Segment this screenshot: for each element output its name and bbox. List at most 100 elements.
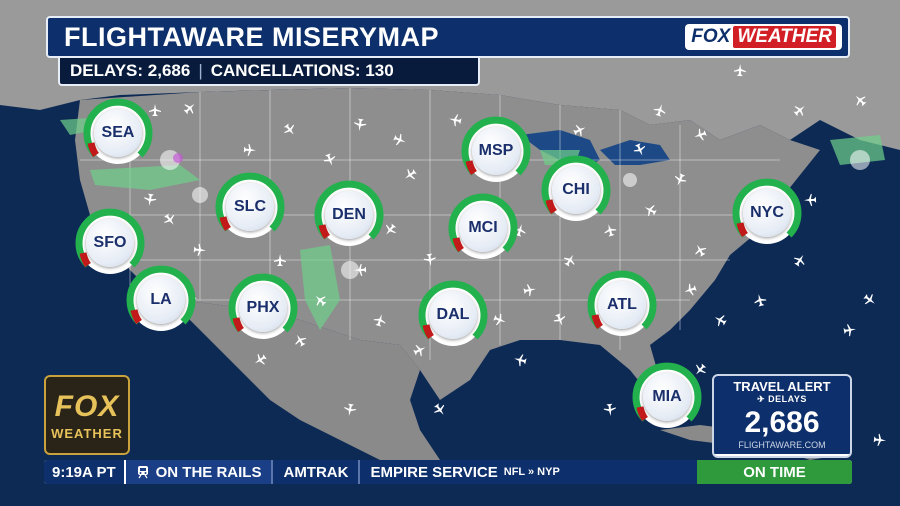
airplane-icon <box>633 143 646 156</box>
airport-code: ATL <box>598 281 646 329</box>
airport-code: DEN <box>325 191 373 239</box>
airplane-icon <box>354 118 367 131</box>
airplane-icon <box>696 363 707 375</box>
airplane-icon <box>553 313 566 326</box>
airplane-icon <box>315 295 327 307</box>
airplane-icon <box>644 205 657 217</box>
airplane-icon <box>603 403 616 416</box>
ticker-operator: AMTRAK <box>271 460 359 484</box>
airport-code: PHX <box>239 284 287 332</box>
travel-alert-source: FLIGHTAWARE.COM <box>714 439 850 454</box>
airplane-icon <box>144 193 157 206</box>
airplane-icon <box>413 345 426 357</box>
ticker-section-label: ON THE RAILS <box>155 463 262 481</box>
side-logo-fox: FOX <box>54 389 120 423</box>
airplane-icon <box>694 128 707 141</box>
airplane-icon <box>563 254 575 267</box>
travel-alert-box: TRAVEL ALERT ✈ DELAYS 2,686 FLIGHTAWARE.… <box>712 374 852 458</box>
airplane-icon <box>493 313 506 326</box>
airplane-icon <box>523 284 536 297</box>
airport-gauge-phx: PHX <box>228 273 298 343</box>
airport-gauge-mia: MIA <box>632 362 702 432</box>
fox-weather-side-logo: FOX WEATHER <box>44 375 130 455</box>
airport-gauge-sea: SEA <box>83 98 153 168</box>
airplane-icon <box>449 114 462 127</box>
stats-bar: DELAYS: 2,686 | CANCELLATIONS: 130 <box>58 58 480 86</box>
airport-code: SFO <box>86 219 134 267</box>
logo-weather-text: WEATHER <box>733 26 836 48</box>
news-ticker: 9:19A PT ON THE RAILS AMTRAK EMPIRE SERV… <box>44 460 852 484</box>
travel-alert-title: TRAVEL ALERT <box>714 376 850 394</box>
airplane-icon <box>344 403 357 416</box>
airplane-icon <box>323 153 336 166</box>
airplane-icon <box>674 173 687 186</box>
airplane-icon <box>514 354 527 367</box>
airplane-icon <box>273 254 286 267</box>
airport-gauge-nyc: NYC <box>732 178 802 248</box>
airplane-icon <box>423 253 436 266</box>
airplane-icon <box>754 294 767 307</box>
ticker-route-detail: NFL » NYP <box>503 466 560 478</box>
airport-gauge-mci: MCI <box>448 193 518 263</box>
airport-code: SEA <box>94 109 142 157</box>
airport-gauge-la: LA <box>126 265 196 335</box>
airplane-icon <box>714 315 727 327</box>
airplane-icon <box>193 243 206 256</box>
airplane-icon <box>149 104 161 116</box>
airplane-icon <box>405 168 417 180</box>
ticker-route: EMPIRE SERVICE NFL » NYP <box>358 460 697 484</box>
airplane-icon <box>873 433 886 446</box>
airplane-icon <box>863 293 875 305</box>
ticker-time: 9:19A PT <box>44 460 124 484</box>
travel-alert-count: 2,686 <box>714 407 850 439</box>
airport-gauge-sfo: SFO <box>75 208 145 278</box>
map-title: FLIGHTAWARE MISERYMAP <box>64 21 439 52</box>
airplane-icon <box>386 223 397 235</box>
airplane-icon <box>513 224 526 237</box>
cancellations-count: CANCELLATIONS: 130 <box>210 61 394 80</box>
airplane-icon <box>433 403 445 415</box>
airport-gauge-slc: SLC <box>215 172 285 242</box>
ticker-status: ON TIME <box>697 460 852 484</box>
airplane-icon <box>163 213 175 225</box>
airport-gauge-den: DEN <box>314 180 384 250</box>
airplane-icon <box>183 103 195 115</box>
airport-code: DAL <box>429 291 477 339</box>
delays-count: DELAYS: 2,686 <box>70 61 191 80</box>
airplane-icon <box>653 104 666 117</box>
airport-gauge-chi: CHI <box>541 155 611 225</box>
fox-weather-logo: FOX WEATHER <box>685 24 842 50</box>
airplane-icon <box>855 95 867 107</box>
ticker-section: ON THE RAILS <box>123 460 272 484</box>
airport-code: NYC <box>743 189 791 237</box>
travel-alert-subtitle: ✈ DELAYS <box>714 394 850 407</box>
airplane-icon <box>604 224 617 237</box>
airplane-icon <box>354 263 367 276</box>
side-logo-weather: WEATHER <box>51 425 123 441</box>
airplane-icon <box>695 244 707 257</box>
airplane-icon <box>684 283 697 296</box>
airplane-icon <box>733 64 746 77</box>
airplane-icon <box>373 314 386 327</box>
airplane-icon <box>393 133 406 146</box>
stats-separator: | <box>198 61 203 80</box>
airplane-icon <box>254 353 267 365</box>
airport-code: LA <box>137 276 185 324</box>
airplane-icon <box>843 324 856 337</box>
airport-gauge-msp: MSP <box>461 116 531 186</box>
ticker-route-name: EMPIRE SERVICE <box>370 463 498 481</box>
airplane-icon <box>793 106 805 117</box>
airport-code: MCI <box>459 204 507 252</box>
airport-gauge-dal: DAL <box>418 280 488 350</box>
airport-gauge-atl: ATL <box>587 270 657 340</box>
airplane-icon <box>793 254 805 267</box>
airplane-icon <box>804 193 817 206</box>
airplane-icon <box>573 124 586 137</box>
airport-code: MSP <box>472 127 520 175</box>
airplane-icon <box>295 334 307 347</box>
airport-code: MIA <box>643 373 691 421</box>
train-icon <box>137 466 148 479</box>
airport-code: SLC <box>226 183 274 231</box>
airplane-icon <box>283 123 295 135</box>
logo-fox-text: FOX <box>691 26 731 47</box>
